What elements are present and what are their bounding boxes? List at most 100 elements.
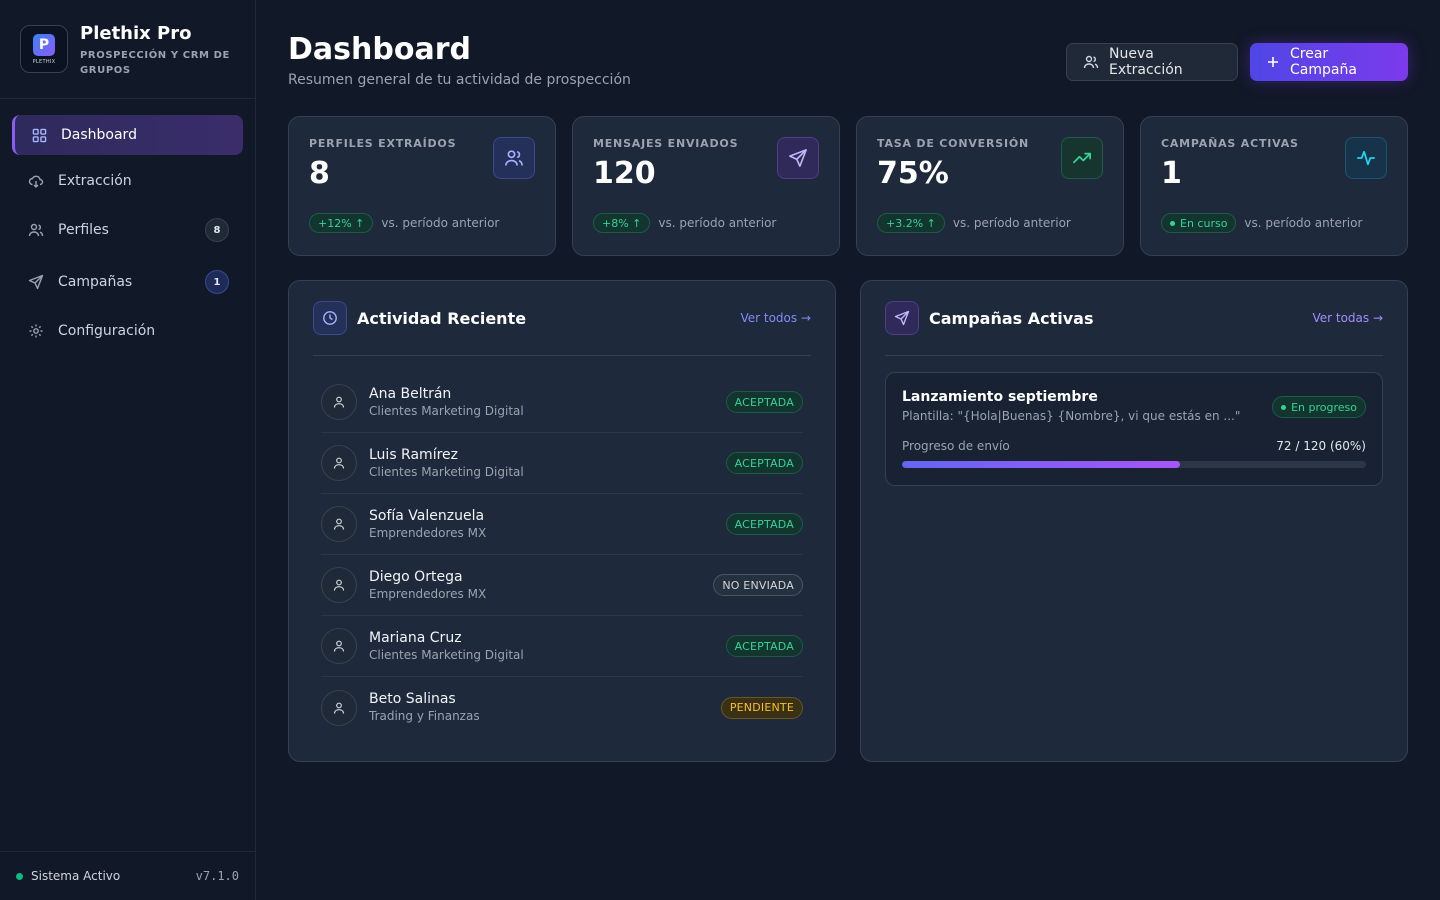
page-header: Dashboard Resumen general de tu activida… [288,0,1408,116]
clock-icon [313,301,347,335]
stat-card-campaigns: CAMPAÑAS ACTIVAS 1 En curso vs. período … [1140,116,1408,256]
activity-list: Ana Beltrán Clientes Marketing Digital AC… [313,356,811,738]
app-logo[interactable]: P PLETHIX [20,25,68,73]
gear-icon [28,323,44,339]
stat-label: PERFILES EXTRAÍDOS [309,137,457,150]
system-status-label: Sistema Activo [31,869,121,883]
list-item[interactable]: Luis Ramírez Clientes Marketing Digital A… [321,433,803,494]
campaign-template: Plantilla: "{Hola|Buenas} {Nombre}, vi q… [902,409,1241,423]
contact-name: Ana Beltrán [369,385,452,402]
contact-group: Clientes Marketing Digital [369,464,524,479]
send-icon [777,137,819,179]
users-icon [493,137,535,179]
page-subtitle: Resumen general de tu actividad de prosp… [288,72,631,88]
stat-card-profiles: PERFILES EXTRAÍDOS 8 +12% ↑ vs. período … [288,116,556,256]
view-all-campaigns-link[interactable]: Ver todas → [1312,311,1383,325]
user-icon [321,445,357,481]
grid-icon [31,127,47,143]
stat-note: vs. período anterior [952,216,1071,230]
sidebar: P PLETHIX Plethix Pro PROSPECCIÓN Y CRM … [0,0,256,900]
new-extraction-button[interactable]: Nueva Extracción [1066,43,1238,81]
new-extraction-label: Nueva Extracción [1109,46,1183,78]
sidebar-item-label: Configuración [58,323,156,339]
contact-group: Clientes Marketing Digital [369,647,524,662]
stat-card-messages: MENSAJES ENVIADOS 120 +8% ↑ vs. período … [572,116,840,256]
stat-label: MENSAJES ENVIADOS [593,137,739,150]
contact-group: Emprendedores MX [369,586,487,601]
contact-group: Clientes Marketing Digital [369,403,524,418]
send-icon [28,274,44,290]
sidebar-item-dashboard[interactable]: Dashboard [12,115,243,155]
contact-name: Diego Ortega [369,568,463,585]
sidebar-item-label: Extracción [58,173,132,189]
stat-card-conversion: TASA DE CONVERSIÓN 75% +3.2% ↑ vs. perío… [856,116,1124,256]
list-item[interactable]: Diego Ortega Emprendedores MX NO ENVIADA [321,555,803,616]
app-subtitle: PROSPECCIÓN Y CRM DE GRUPOS [80,50,230,76]
sidebar-item-label: Campañas [58,274,133,290]
contact-group: Trading y Finanzas [369,709,480,723]
page-title: Dashboard [288,32,471,67]
main-content: Dashboard Resumen general de tu activida… [288,0,1408,762]
stat-label: TASA DE CONVERSIÓN [877,137,1030,150]
active-campaigns-panel: Campañas Activas Ver todas → Lanzamiento… [860,280,1408,762]
status-badge: ACEPTADA [725,452,803,474]
sidebar-item-label: Dashboard [61,127,137,143]
sidebar-nav: Dashboard Extracción Perfiles 8 Campañas… [0,99,255,367]
create-campaign-button[interactable]: Crear Campaña [1250,43,1408,81]
logo-text: PLETHIX [32,58,56,65]
status-badge: En progreso [1272,396,1366,418]
view-all-activity-link[interactable]: Ver todos → [740,311,811,325]
activity-icon [1345,137,1387,179]
status-badge: PENDIENTE [720,696,803,719]
progress-bar [902,461,1366,468]
user-icon [321,628,357,664]
list-item[interactable]: Ana Beltrán Clientes Marketing Digital AC… [321,372,803,433]
progress-value: 72 / 120 (60%) [1276,439,1366,453]
stats-row: PERFILES EXTRAÍDOS 8 +12% ↑ vs. período … [288,116,1408,256]
brand: P PLETHIX Plethix Pro PROSPECCIÓN Y CRM … [0,0,255,99]
contact-group: Emprendedores MX [369,525,487,540]
sidebar-item-perfiles[interactable]: Perfiles 8 [12,207,243,253]
list-item[interactable]: Beto Salinas Trading y Finanzas PENDIENTE [321,677,803,738]
campaign-name: Lanzamiento septiembre [902,389,1098,405]
status-badge: ACEPTADA [725,635,803,657]
app-title: Plethix Pro [80,23,192,44]
sidebar-item-configuracion[interactable]: Configuración [12,311,243,351]
recent-activity-panel: Actividad Reciente Ver todos → Ana Beltr… [288,280,836,762]
logo-mark-icon: P [33,33,55,56]
sidebar-footer: Sistema Activo v7.1.0 [0,851,255,900]
progress-label: Progreso de envío [902,439,1010,453]
users-icon [1083,54,1099,70]
stat-note: vs. período anterior [1244,216,1363,230]
sidebar-item-extraccion[interactable]: Extracción [12,161,243,201]
list-item[interactable]: Sofía Valenzuela Emprendedores MX ACEPTAD… [321,494,803,555]
panel-title: Campañas Activas [929,308,1094,328]
status-badge: En curso [1161,213,1237,233]
contact-name: Beto Salinas [369,691,456,707]
progress-bar-fill [902,461,1181,468]
status-badge: ACEPTADA [725,391,803,413]
user-icon [321,689,357,726]
campaign-card[interactable]: Lanzamiento septiembre Plantilla: "{Hola… [885,372,1383,486]
stat-value: 120 [593,156,656,191]
contact-name: Mariana Cruz [369,629,462,646]
download-cloud-icon [28,173,44,189]
stat-value: 8 [309,156,330,191]
user-icon [321,506,357,542]
users-icon [28,222,44,238]
stat-note: vs. período anterior [381,216,500,230]
contact-name: Sofía Valenzuela [369,507,485,524]
stat-value: 75% [877,156,949,191]
sidebar-item-campanas[interactable]: Campañas 1 [12,259,243,305]
plus-icon [1266,55,1280,69]
count-badge: 1 [205,270,229,294]
list-item[interactable]: Mariana Cruz Clientes Marketing Digital A… [321,616,803,677]
delta-badge: +8% ↑ [593,213,651,233]
user-icon [321,567,357,603]
status-badge-label: En progreso [1291,400,1357,414]
delta-badge: +3.2% ↑ [877,213,945,233]
panels-row: Actividad Reciente Ver todos → Ana Beltr… [288,280,1408,762]
user-icon [321,384,357,420]
app-version: v7.1.0 [195,869,239,883]
status-dot-icon [16,873,23,880]
